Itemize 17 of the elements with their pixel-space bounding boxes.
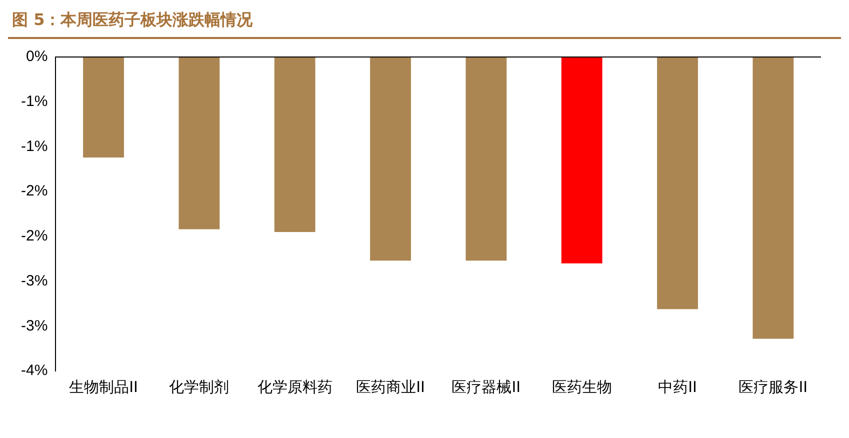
y-tick-label: -1% [20, 138, 48, 155]
y-tick-label: -2% [20, 182, 48, 200]
y-tick-label: -3% [20, 272, 48, 290]
y-tick-label: 0% [26, 48, 48, 66]
x-tick-label: 医药生物 [552, 378, 612, 396]
y-tick-label: -4% [20, 362, 48, 380]
y-tick-label: -1% [20, 93, 48, 110]
chart-title: 图 5：本周医药子板块涨跌幅情况 [11, 9, 254, 31]
x-tick-label: 化学原料药 [257, 378, 332, 396]
x-tick-label: 医疗服务II [738, 378, 808, 396]
y-tick-label: -3% [20, 317, 48, 334]
x-tick-label: 医药商业II [356, 378, 425, 396]
y-tick-label: -2% [20, 228, 48, 245]
x-tick-label: 医疗器械II [452, 378, 521, 396]
x-tick-label: 中药II [658, 378, 697, 396]
x-tick-label: 化学制剂 [169, 378, 230, 396]
x-tick-label: 生物制品II [69, 378, 138, 396]
